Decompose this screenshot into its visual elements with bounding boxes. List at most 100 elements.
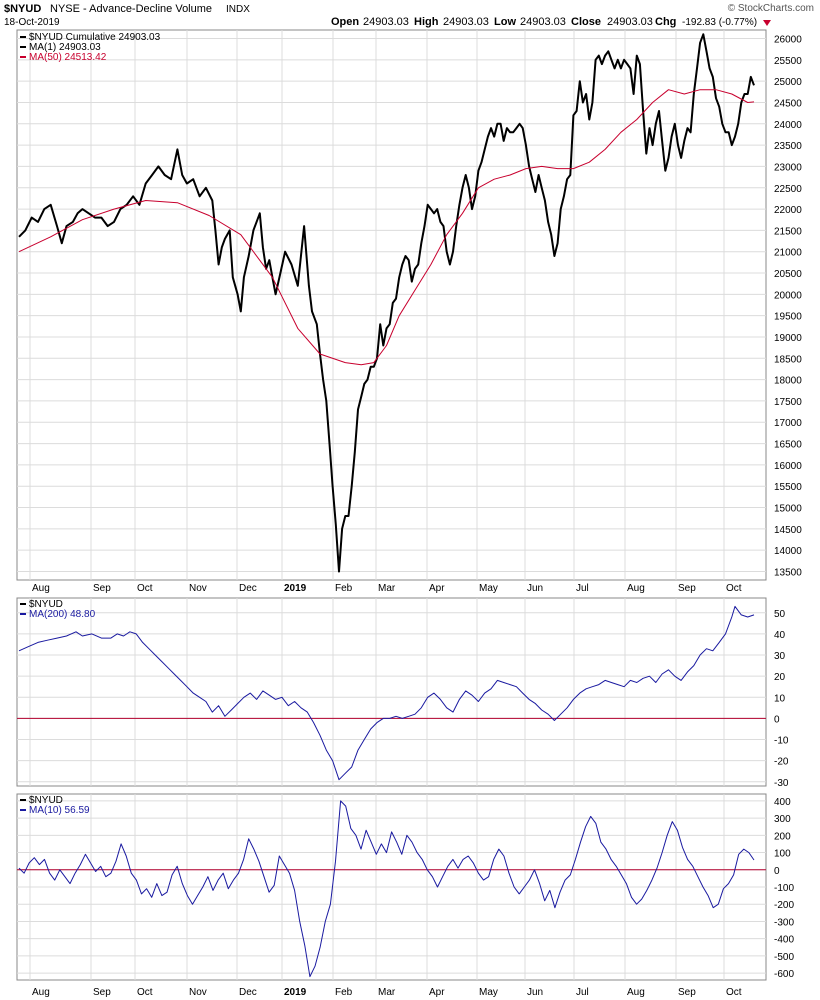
ma10-panel: -600 -500 -400 -300 -200 -100 0 100 200 300 400 $NY… xyxy=(16,793,794,998)
x-tick-label: Mar xyxy=(378,583,396,594)
y-tick-label: 24000 xyxy=(774,120,802,131)
y-tick-label: 19000 xyxy=(774,333,802,344)
y-tick-label: 10 xyxy=(774,693,786,704)
legend-entry: $NYUD xyxy=(29,795,63,806)
x-tick-label: Feb xyxy=(335,987,353,998)
x-tick-label: Jul xyxy=(576,583,589,594)
y-tick-label: 15000 xyxy=(774,504,802,515)
close-label: Close xyxy=(571,16,601,28)
y-tick-label: -400 xyxy=(774,935,794,946)
x-tick-label: Oct xyxy=(726,987,742,998)
legend-entry: MA(1) 24903.03 xyxy=(29,42,101,53)
x-tick-label: 2019 xyxy=(284,583,307,594)
y-tick-label: 23500 xyxy=(774,141,802,152)
chg-label: Chg xyxy=(655,16,676,28)
panel-frame xyxy=(16,597,767,787)
y-tick-label: 19500 xyxy=(774,312,802,323)
y-tick-label: 21500 xyxy=(774,226,802,237)
y-tick-label: 30 xyxy=(774,651,786,662)
x-tick-label: May xyxy=(479,987,498,998)
legend-entry: MA(50) 24513.42 xyxy=(29,52,107,63)
x-tick-label: Aug xyxy=(627,987,645,998)
series-line-ma-10- xyxy=(18,800,755,978)
high-value: 24903.03 xyxy=(443,16,489,28)
series-line--nyud-cumulative xyxy=(18,33,755,573)
high-label: High xyxy=(414,16,439,28)
y-tick-label: 21000 xyxy=(774,248,802,259)
low-value: 24903.03 xyxy=(520,16,566,28)
y-tick-label: 40 xyxy=(774,630,786,641)
legend-entry: $NYUD xyxy=(29,599,63,610)
y-tick-label: 24500 xyxy=(774,98,802,109)
y-tick-label: 18500 xyxy=(774,354,802,365)
x-tick-label: Oct xyxy=(726,583,742,594)
x-tick-label: Sep xyxy=(678,987,696,998)
y-tick-label: -600 xyxy=(774,969,794,980)
down-triangle-icon xyxy=(763,20,771,26)
series-line-ma-50- xyxy=(18,89,755,366)
y-tick-label: 200 xyxy=(774,831,791,842)
x-tick-label: Oct xyxy=(137,987,153,998)
exchange-label: INDX xyxy=(226,4,250,15)
x-tick-label: Aug xyxy=(627,583,645,594)
low-label: Low xyxy=(494,16,516,28)
x-tick-label: Mar xyxy=(378,987,396,998)
x-tick-label: Apr xyxy=(429,583,445,594)
y-tick-label: 25000 xyxy=(774,77,802,88)
y-tick-label: 16000 xyxy=(774,461,802,472)
x-tick-label: 2019 xyxy=(284,987,307,998)
y-tick-label: 23000 xyxy=(774,162,802,173)
x-tick-label: Nov xyxy=(189,987,207,998)
y-tick-label: -300 xyxy=(774,917,794,928)
x-tick-label: Dec xyxy=(239,583,257,594)
y-tick-label: 14500 xyxy=(774,525,802,536)
x-tick-label: Nov xyxy=(189,583,207,594)
y-tick-label: -100 xyxy=(774,883,794,894)
y-tick-label: 14000 xyxy=(774,546,802,557)
legend-entry: MA(200) 48.80 xyxy=(29,609,96,620)
chart-header: $NYUD NYSE - Advance-Decline Volume INDX… xyxy=(4,3,814,28)
y-tick-label: -500 xyxy=(774,952,794,963)
y-tick-label: 17000 xyxy=(774,418,802,429)
y-tick-label: 100 xyxy=(774,849,791,860)
series-line-ma-200- xyxy=(18,605,755,781)
y-tick-label: 15500 xyxy=(774,482,802,493)
y-tick-label: 17500 xyxy=(774,397,802,408)
legend-entry: MA(10) 56.59 xyxy=(29,805,90,816)
description-label: NYSE - Advance-Decline Volume xyxy=(50,3,212,15)
y-tick-label: 22000 xyxy=(774,205,802,216)
chg-value: -192.83 (-0.77%) xyxy=(682,17,757,28)
legend-entry: $NYUD Cumulative 24903.03 xyxy=(29,32,161,43)
symbol-label: $NYUD xyxy=(4,3,41,15)
x-tick-label: Aug xyxy=(32,987,50,998)
open-label: Open xyxy=(331,16,359,28)
y-tick-label: 20000 xyxy=(774,290,802,301)
date-label: 18-Oct-2019 xyxy=(4,17,60,28)
y-tick-label: -30 xyxy=(774,778,789,789)
x-tick-label: Feb xyxy=(335,583,353,594)
x-tick-label: Sep xyxy=(93,987,111,998)
y-tick-label: 20 xyxy=(774,672,786,683)
y-tick-label: 13500 xyxy=(774,567,802,578)
y-tick-label: -20 xyxy=(774,757,789,768)
close-value: 24903.03 xyxy=(607,16,653,28)
y-tick-label: -10 xyxy=(774,736,789,747)
open-value: 24903.03 xyxy=(363,16,409,28)
y-tick-label: 0 xyxy=(774,866,780,877)
y-tick-label: -200 xyxy=(774,900,794,911)
y-tick-label: 26000 xyxy=(774,35,802,46)
y-tick-label: 25500 xyxy=(774,56,802,67)
y-tick-label: 22500 xyxy=(774,184,802,195)
y-tick-label: 50 xyxy=(774,609,786,620)
x-tick-label: Jun xyxy=(527,987,543,998)
y-tick-label: 0 xyxy=(774,714,780,725)
x-tick-label: May xyxy=(479,583,498,594)
y-tick-label: 16500 xyxy=(774,440,802,451)
price-panel: 13500 14000 14500 15000 15500 16000 16500 17000… xyxy=(16,29,802,594)
watermark: © StockCharts.com xyxy=(728,3,814,14)
x-tick-label: Apr xyxy=(429,987,445,998)
y-tick-label: 400 xyxy=(774,797,791,808)
y-tick-label: 20500 xyxy=(774,269,802,280)
